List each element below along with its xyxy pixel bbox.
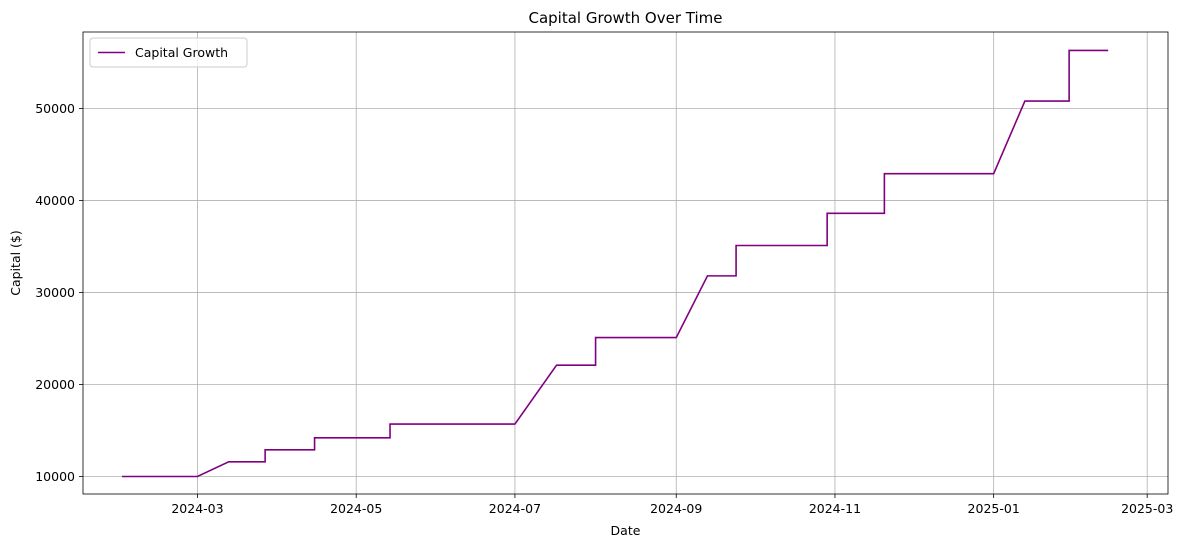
y-tick-label: 10000	[35, 469, 75, 484]
y-axis-ticks: 10000 20000 30000 40000 50000	[35, 101, 83, 484]
x-tick-label: 2024-09	[650, 501, 702, 516]
x-tick-label: 2025-03	[1121, 501, 1173, 516]
x-tick-label: 2025-01	[968, 501, 1020, 516]
x-tick-label: 2024-11	[809, 501, 861, 516]
x-tick-label: 2024-05	[330, 501, 382, 516]
y-tick-label: 20000	[35, 377, 75, 392]
y-tick-label: 30000	[35, 285, 75, 300]
y-tick-label: 40000	[35, 193, 75, 208]
x-axis-ticks: 2024-03 2024-05 2024-07 2024-09 2024-11 2025-…	[171, 494, 1173, 516]
legend: Capital Growth	[89, 37, 248, 68]
legend-label: Capital Growth	[135, 45, 228, 60]
y-axis-label: Capital ($)	[8, 230, 23, 296]
chart-title: Capital Growth Over Time	[529, 9, 723, 27]
x-tick-label: 2024-03	[171, 501, 223, 516]
grid	[83, 32, 1168, 494]
series-line-capital-growth	[122, 49, 1109, 478]
x-axis-label: Date	[611, 523, 641, 538]
legend-box	[89, 37, 248, 68]
series-layer	[122, 49, 1109, 478]
y-tick-label: 50000	[35, 101, 75, 116]
x-tick-label: 2024-07	[489, 501, 541, 516]
plot-frame	[82, 31, 1169, 495]
